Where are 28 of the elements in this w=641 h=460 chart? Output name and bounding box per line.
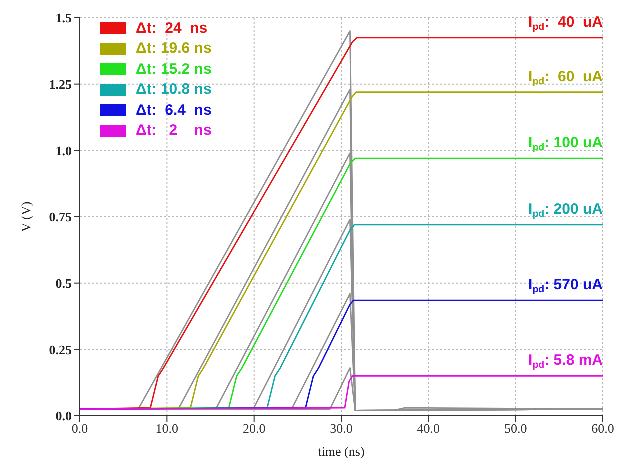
- annotation: I$_{pd}$: 100 uA: [528, 134, 604, 154]
- y-tick-label: 0.25: [49, 342, 72, 358]
- annotation: I$_{pd}$: 5.8 mA: [528, 352, 604, 372]
- legend-label: Δt: 10.8 ns: [136, 81, 212, 98]
- legend-label: Δt: 6.4 ns: [136, 102, 212, 119]
- x-axis-title: time (ns): [318, 444, 365, 459]
- x-tick-label: 30.0: [330, 421, 353, 436]
- x-tick-label: 10.0: [156, 421, 179, 436]
- x-tick-label: 40.0: [417, 421, 440, 436]
- y-tick-label: 1.25: [49, 76, 72, 92]
- legend-label: Δt: 19.6 ns: [136, 40, 212, 58]
- y-tick-label: 1.0: [56, 143, 72, 158]
- x-tick-label: 60.0: [592, 421, 614, 436]
- annotation: I$_{pd}$: 40 uA: [528, 14, 604, 33]
- y-tick-label: 0.75: [49, 210, 72, 225]
- annotation: I$_{pd}$: 570 uA: [528, 276, 604, 296]
- y-axis-title: V (V): [18, 202, 34, 232]
- x-tick-label: 20.0: [242, 421, 266, 436]
- y-tick-label: 0.5: [56, 276, 72, 291]
- x-tick-label: 50.0: [504, 421, 528, 436]
- legend-label: Δt: 2 ns: [136, 122, 212, 140]
- y-tick-label: 0.0: [56, 408, 72, 424]
- annotation: I$_{pd}$: 200 uA: [528, 200, 604, 220]
- legend-label: Δt: 15.2 ns: [136, 60, 212, 78]
- annotation: I$_{pd}$: 60 uA: [528, 68, 604, 88]
- x-tick-label: 0.0: [72, 421, 88, 436]
- legend-label: Δt: 24 ns: [136, 20, 208, 37]
- y-tick-label: 1.5: [56, 10, 72, 26]
